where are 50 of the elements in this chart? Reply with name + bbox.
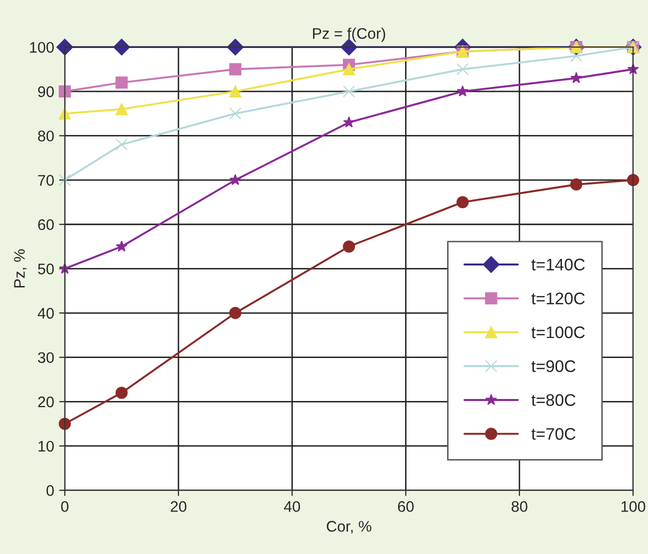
point — [116, 103, 128, 116]
y-tick-label: 10 — [38, 440, 54, 452]
legend-label: t=80C — [531, 394, 576, 406]
y-tick-label: 100 — [30, 42, 54, 53]
x-tick-label: 20 — [170, 501, 186, 512]
point — [116, 76, 128, 89]
point — [570, 72, 582, 84]
y-tick-label: 90 — [38, 86, 54, 98]
point — [456, 196, 469, 208]
point — [58, 85, 71, 98]
point — [570, 178, 582, 191]
y-tick-label: 40 — [38, 308, 54, 319]
y-tick-label: 70 — [38, 174, 54, 186]
y-tick-label: 60 — [38, 219, 54, 230]
legend-label: t=90C — [531, 360, 576, 372]
legend-label: t=70C — [531, 428, 576, 440]
y-tick-label: 80 — [38, 130, 54, 142]
point — [342, 63, 356, 76]
y-tick-label: 30 — [38, 352, 54, 364]
y-tick-label: 50 — [38, 264, 54, 274]
y-axis-title: Pz, % — [14, 249, 27, 288]
point — [229, 85, 242, 98]
point — [116, 138, 128, 151]
point — [627, 174, 640, 186]
point — [229, 63, 242, 76]
x-tick-label: 40 — [284, 501, 300, 512]
point — [229, 306, 242, 320]
chart-title: Pz = f(Cor) — [313, 28, 386, 42]
point — [342, 240, 356, 253]
legend-label: t=140C — [531, 258, 585, 270]
x-tick-label: 60 — [398, 501, 414, 512]
y-tick-label: 0 — [46, 485, 54, 496]
point — [456, 85, 468, 96]
x-tick-label: 0 — [61, 501, 68, 512]
point — [116, 386, 128, 399]
point — [342, 85, 356, 98]
x-tick-label: 100 — [622, 501, 646, 512]
point — [229, 174, 242, 186]
x-axis-title: Cor, % — [326, 520, 372, 534]
y-tick-label: 20 — [38, 396, 54, 408]
legend-label: t=120C — [531, 292, 585, 304]
point — [343, 116, 355, 128]
point — [229, 107, 242, 120]
x-tick-label: 80 — [512, 501, 528, 512]
point — [456, 63, 469, 76]
point — [113, 38, 130, 56]
point — [570, 50, 582, 62]
point — [116, 240, 128, 252]
legend-label: t=100C — [531, 326, 585, 338]
point — [58, 174, 71, 186]
